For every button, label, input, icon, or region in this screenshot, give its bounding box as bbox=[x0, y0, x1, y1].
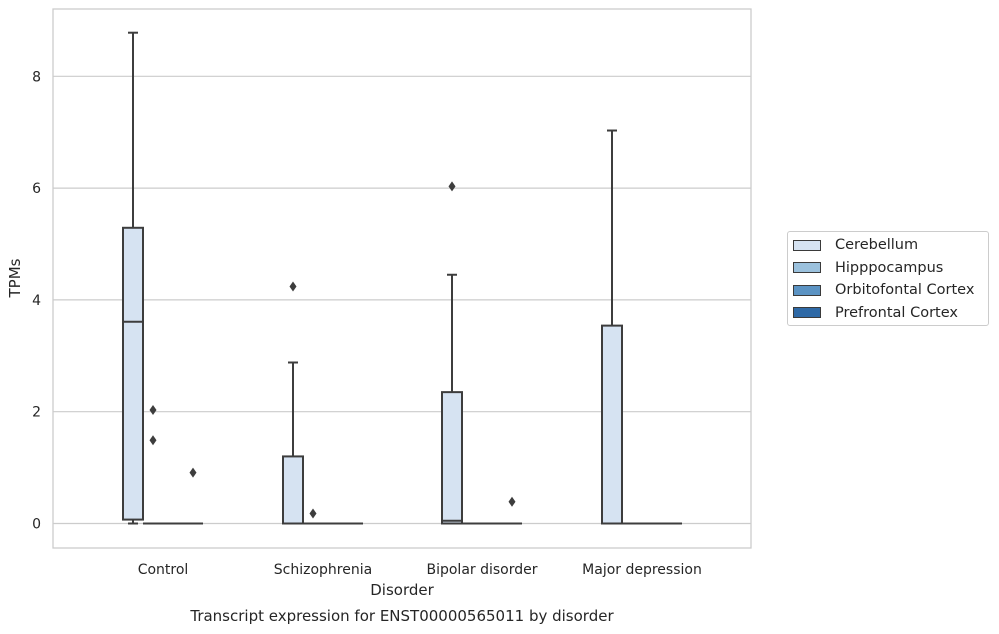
box-hipppocampus bbox=[303, 508, 323, 525]
legend-item: Orbitofontal Cortex bbox=[793, 281, 974, 299]
box-cerebellum bbox=[282, 281, 304, 525]
outlier-point bbox=[189, 467, 197, 478]
x-axis-label: Disorder bbox=[370, 581, 434, 599]
tick-labels: 0 2 4 6 8 Control Schizophrenia Bipolar disorde… bbox=[32, 69, 702, 578]
outlier-point bbox=[149, 435, 157, 446]
x-tick-label: Schizophrenia bbox=[274, 562, 372, 578]
legend-label: Prefrontal Cortex bbox=[835, 304, 958, 321]
box-iqr bbox=[601, 324, 623, 525]
outlier-point bbox=[289, 281, 297, 292]
chart-caption: Transcript expression for ENST0000056501… bbox=[189, 607, 614, 625]
box-iqr bbox=[441, 391, 463, 525]
legend-swatch bbox=[793, 284, 821, 296]
legend-item: Cerebellum bbox=[793, 236, 918, 254]
outlier-point bbox=[508, 496, 516, 507]
x-tick-label: Control bbox=[138, 562, 189, 578]
box-cerebellum bbox=[601, 129, 623, 525]
y-tick-label-4: 4 bbox=[32, 293, 41, 309]
box-prefrontal-cortex bbox=[183, 467, 203, 525]
box-cerebellum bbox=[122, 31, 144, 525]
y-tick-label-2: 2 bbox=[32, 405, 41, 421]
legend-label: Orbitofontal Cortex bbox=[835, 282, 975, 298]
legend: Cerebellum Hipppocampus Orbitofontal Corte… bbox=[787, 231, 989, 326]
legend-label: Cerebellum bbox=[835, 237, 919, 253]
legend-label: Hipppocampus bbox=[835, 259, 944, 276]
box-cerebellum bbox=[441, 181, 463, 525]
box-hipppocampus bbox=[143, 405, 163, 525]
legend-item: Hipppocampus bbox=[793, 259, 943, 277]
grid-lines bbox=[53, 75, 751, 525]
box-iqr bbox=[282, 455, 304, 525]
box-prefrontal-cortex bbox=[502, 496, 522, 525]
box-iqr bbox=[122, 226, 144, 521]
plot-area-frame bbox=[52, 8, 752, 549]
y-axis-label: TPMs bbox=[6, 258, 24, 298]
legend-item: Prefrontal Cortex bbox=[793, 304, 958, 322]
legend-swatch bbox=[793, 307, 821, 318]
legend-swatch bbox=[793, 262, 821, 273]
outlier-point bbox=[309, 508, 317, 519]
outlier-point bbox=[448, 181, 456, 192]
outlier-point bbox=[149, 405, 157, 416]
y-tick-label-6: 6 bbox=[32, 181, 41, 197]
x-tick-label: Bipolar disorder bbox=[426, 562, 537, 578]
legend-swatch bbox=[793, 239, 821, 251]
boxes-layer bbox=[122, 31, 682, 525]
y-tick-label-8: 8 bbox=[32, 69, 41, 85]
x-tick-label: Major depression bbox=[582, 562, 702, 578]
y-tick-label-0: 0 bbox=[32, 517, 41, 533]
